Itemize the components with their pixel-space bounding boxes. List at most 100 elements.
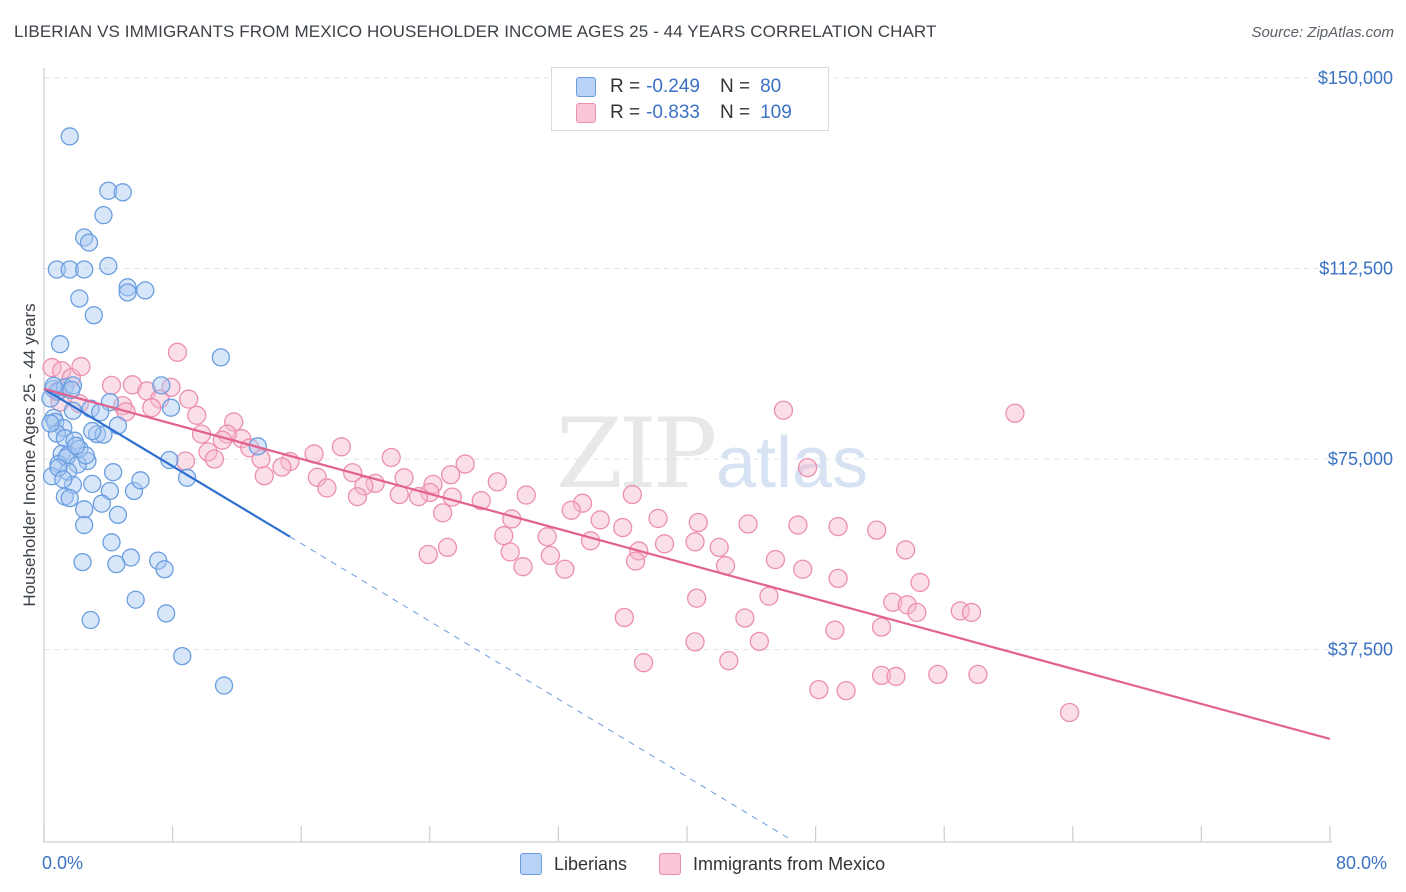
legend-n-value: 109	[760, 102, 792, 123]
data-point	[735, 608, 755, 628]
data-point	[101, 375, 122, 395]
data-point	[867, 520, 887, 540]
data-point	[441, 465, 461, 485]
data-point	[572, 493, 593, 513]
data-point	[738, 514, 758, 534]
series-legend: Liberians Immigrants from Mexico	[520, 853, 917, 875]
legend-swatch-blue	[576, 77, 596, 97]
legend-swatch-blue	[520, 853, 542, 875]
series-immigrants-from-mexico	[42, 342, 1080, 723]
data-point	[60, 488, 79, 508]
data-point	[331, 437, 352, 457]
data-point	[836, 680, 856, 701]
data-point	[102, 533, 121, 552]
data-point	[613, 517, 633, 538]
data-point	[254, 466, 274, 486]
data-point	[76, 446, 95, 465]
data-point	[381, 447, 401, 468]
data-point	[685, 632, 705, 652]
data-point	[759, 586, 779, 606]
y-tick-label: $150,000	[1318, 68, 1393, 88]
y-tick-label: $112,500	[1319, 259, 1393, 279]
data-point	[686, 588, 707, 608]
data-point	[41, 414, 60, 433]
data-point	[961, 602, 982, 623]
data-point	[471, 491, 491, 511]
data-point	[47, 260, 67, 279]
data-point	[788, 515, 808, 535]
data-point	[67, 436, 86, 455]
data-point	[555, 559, 575, 579]
data-point	[142, 398, 162, 418]
data-point	[500, 542, 520, 562]
data-point	[204, 449, 225, 469]
data-point	[654, 534, 675, 554]
data-point	[70, 289, 89, 308]
data-point	[70, 439, 89, 458]
data-point	[175, 451, 196, 471]
data-point	[828, 516, 848, 537]
data-point	[122, 375, 143, 395]
data-point	[442, 487, 462, 507]
data-point	[126, 590, 145, 609]
trend-line-liberians	[43, 387, 291, 538]
legend-item-mexico: Immigrants from Mexico	[659, 853, 885, 875]
data-point	[54, 470, 73, 489]
data-point	[1059, 702, 1080, 723]
data-point	[648, 508, 668, 529]
data-point	[118, 278, 137, 297]
data-point	[437, 537, 458, 558]
x-tick-max: 80.0%	[1336, 853, 1388, 873]
data-point	[155, 560, 174, 579]
trend-line-mexico	[43, 387, 1331, 740]
data-point	[625, 551, 646, 571]
data-point	[167, 342, 188, 362]
data-point	[871, 665, 892, 686]
data-point	[118, 283, 137, 302]
data-point	[99, 181, 118, 200]
data-point	[83, 421, 102, 441]
data-point	[187, 405, 207, 425]
data-point	[75, 500, 94, 519]
data-point	[103, 463, 123, 482]
data-point	[773, 400, 794, 420]
data-point	[809, 679, 829, 700]
watermark-atlas: atlas	[716, 423, 868, 503]
x-tick-min: 0.0%	[42, 853, 84, 873]
data-point	[719, 651, 739, 671]
data-point	[179, 389, 199, 409]
legend-swatch-pink	[659, 853, 682, 875]
y-tick-label: $37,500	[1328, 640, 1393, 660]
data-point	[152, 376, 171, 395]
legend-swatch-pink	[576, 103, 596, 123]
data-point	[50, 335, 70, 354]
data-point	[871, 617, 892, 637]
data-point	[157, 604, 176, 623]
data-point	[793, 559, 813, 579]
data-point	[211, 348, 230, 367]
data-point	[968, 664, 988, 685]
legend-label-mexico: Immigrants from Mexico	[693, 853, 886, 874]
data-point	[433, 503, 453, 523]
data-point	[224, 412, 244, 432]
data-point	[828, 568, 848, 589]
data-point	[825, 620, 845, 640]
data-point	[487, 472, 507, 492]
data-point	[131, 471, 150, 490]
data-point	[580, 531, 601, 551]
data-point	[633, 653, 654, 673]
correlation-legend: R = -0.249 N = 80 R = -0.833 N = 109	[551, 67, 829, 131]
data-point	[84, 306, 103, 325]
legend-n-label: N =	[719, 102, 751, 123]
data-point	[136, 281, 155, 300]
legend-row-liberians: R = -0.249 N = 80	[576, 75, 781, 99]
data-point	[347, 486, 368, 507]
data-point	[540, 545, 561, 566]
watermark-zip: ZIP	[556, 398, 715, 510]
legend-r-value: -0.249	[646, 76, 700, 97]
y-tick-label: $75,000	[1328, 449, 1393, 469]
data-point	[94, 206, 113, 225]
data-point	[494, 526, 514, 546]
data-point	[113, 183, 132, 202]
data-point	[81, 610, 100, 630]
